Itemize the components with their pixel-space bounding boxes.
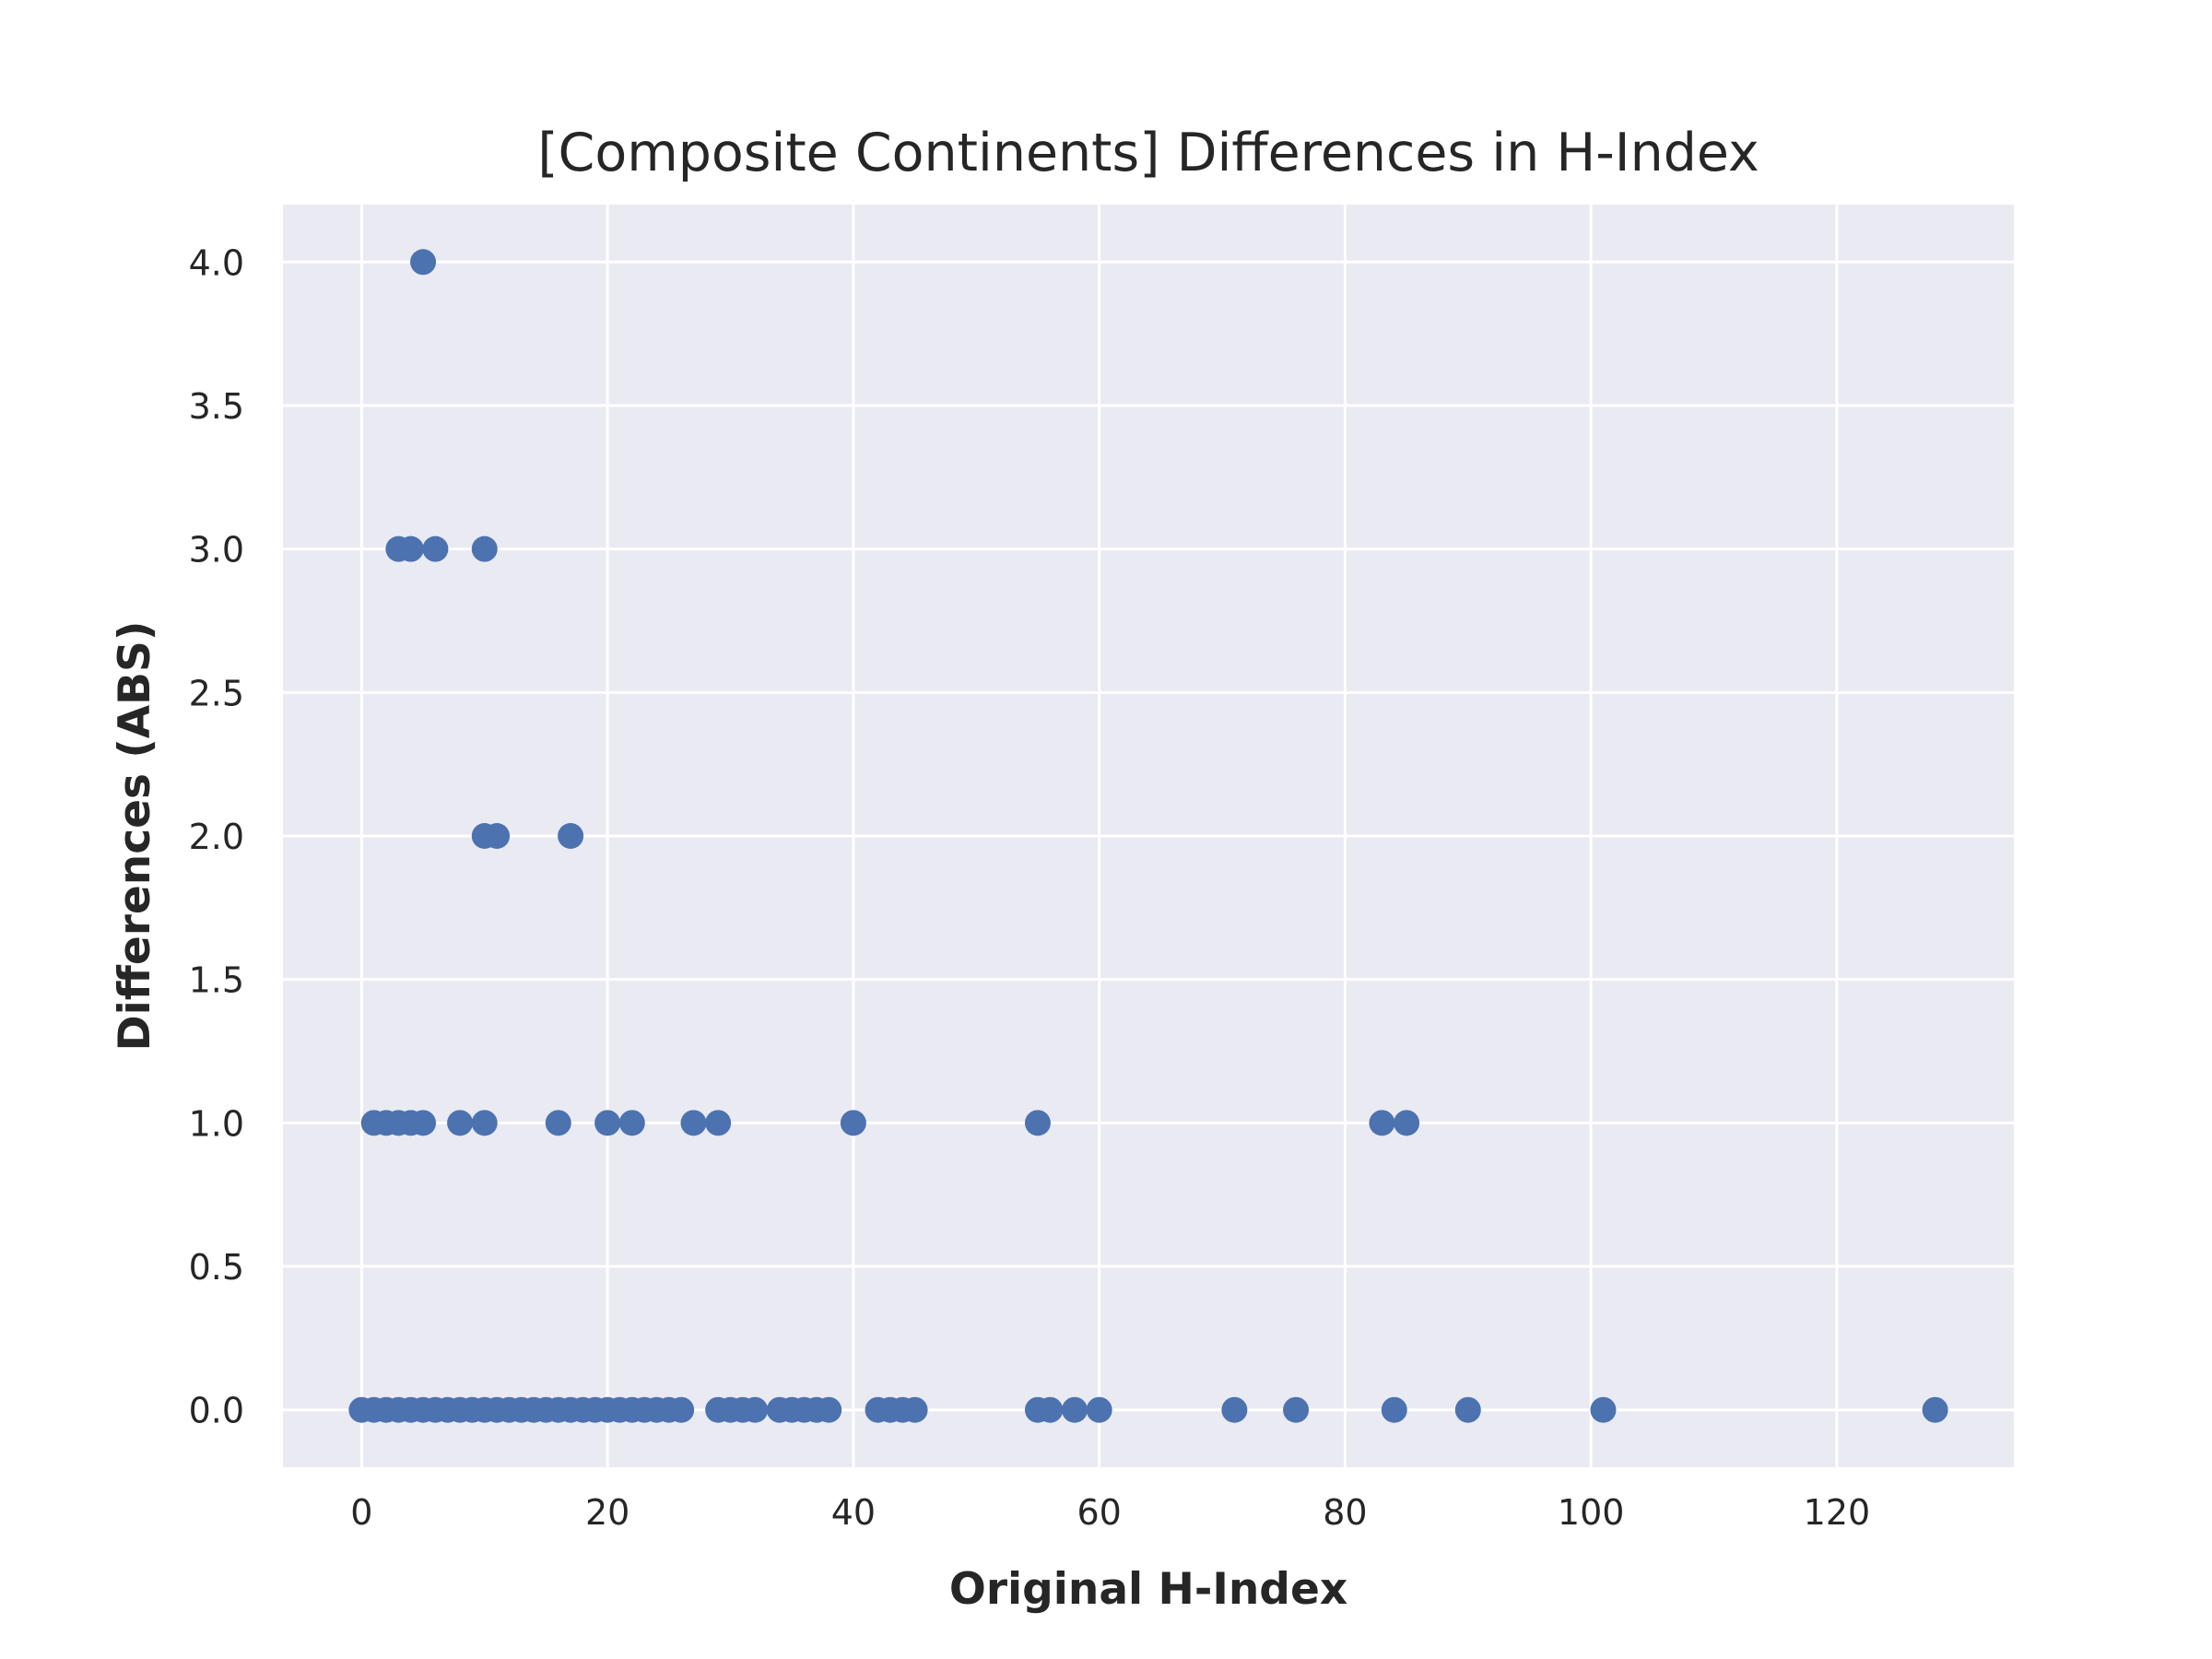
x-tick-label: 60	[1077, 1492, 1121, 1533]
x-tick-label: 40	[831, 1492, 876, 1533]
y-tick-label: 0.5	[189, 1247, 244, 1288]
gridlines	[283, 205, 2014, 1467]
x-axis-label: Original H-Index	[949, 1564, 1347, 1615]
y-tick-label: 3.0	[189, 530, 244, 571]
scatter-point	[1024, 1110, 1051, 1136]
scatter-point	[1394, 1110, 1420, 1136]
x-tick-label: 100	[1558, 1492, 1625, 1533]
scatter-point	[840, 1110, 866, 1136]
scatter-point	[618, 1110, 645, 1136]
scatter-point	[410, 249, 437, 276]
scatter-point	[1590, 1396, 1617, 1423]
scatter-point	[558, 823, 584, 849]
scatter-point	[1283, 1396, 1310, 1423]
scatter-point	[422, 535, 449, 562]
data-points	[348, 249, 1948, 1423]
x-tick-label: 120	[1804, 1492, 1871, 1533]
scatter-point	[1922, 1396, 1948, 1423]
x-tick-label: 0	[350, 1492, 372, 1533]
scatter-point	[1454, 1396, 1481, 1423]
y-tick-label: 1.5	[189, 960, 244, 1001]
scatter-point	[1369, 1110, 1395, 1136]
x-tick-label: 80	[1323, 1492, 1367, 1533]
x-tick-label: 20	[585, 1492, 629, 1533]
scatter-point	[410, 1110, 437, 1136]
y-tick-label: 2.5	[189, 673, 244, 713]
scatter-point	[816, 1396, 842, 1423]
scatter-point	[471, 1110, 498, 1136]
y-tick-label: 3.5	[189, 386, 244, 427]
scatter-point	[668, 1396, 695, 1423]
y-tick-label: 1.0	[189, 1103, 244, 1144]
scatter-point	[1086, 1396, 1112, 1423]
scatter-point	[545, 1110, 571, 1136]
x-axis-ticks: 0 20 40 60 80 100 120	[350, 1492, 1870, 1533]
scatter-point	[484, 823, 511, 849]
y-tick-label: 0.0	[189, 1391, 244, 1431]
scatter-point	[901, 1396, 928, 1423]
scatter-point	[1221, 1396, 1248, 1423]
scatter-point	[594, 1110, 621, 1136]
scatter-point	[1381, 1396, 1407, 1423]
scatter-point	[705, 1110, 732, 1136]
scatter-point	[471, 535, 498, 562]
scatter-point	[680, 1110, 707, 1136]
y-tick-label: 4.0	[189, 242, 244, 283]
scatter-point	[1061, 1396, 1088, 1423]
chart-title: [Composite Continents] Differences in H-…	[537, 123, 1759, 183]
y-axis-label: Differences (ABS)	[110, 621, 160, 1052]
scatter-point	[447, 1110, 474, 1136]
y-tick-label: 2.0	[189, 817, 244, 857]
scatter-point	[1037, 1396, 1064, 1423]
scatter-point	[742, 1396, 769, 1423]
y-axis-ticks: 0.0 0.5 1.0 1.5 2.0 2.5 3.0 3.5 4.0	[189, 242, 244, 1430]
scatter-point	[397, 535, 424, 562]
